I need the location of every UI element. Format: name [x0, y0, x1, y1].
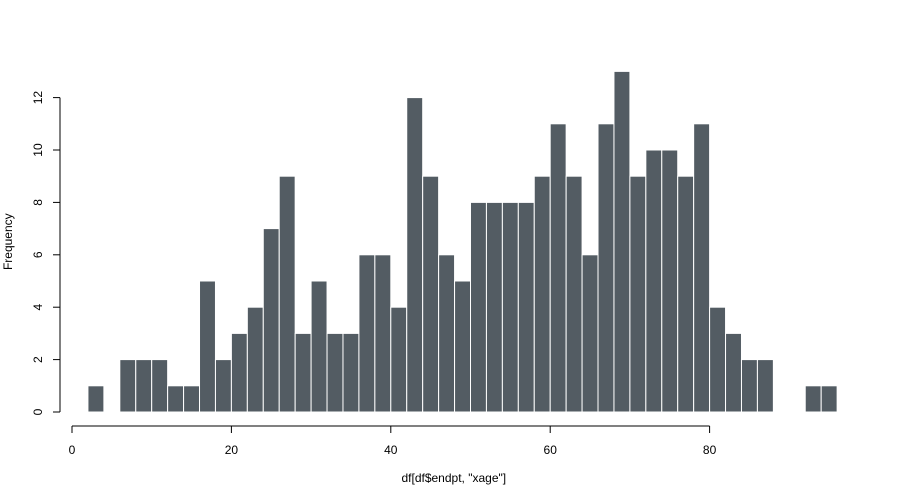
- histogram-bar: [693, 123, 711, 413]
- histogram-bar: [629, 175, 647, 413]
- histogram-bar: [581, 254, 599, 413]
- histogram-bar: [326, 332, 344, 413]
- x-tick-label: 0: [69, 443, 76, 457]
- y-axis-title: Frequency: [1, 213, 15, 270]
- histogram-bar: [167, 385, 185, 413]
- x-tick-label: 80: [703, 443, 717, 457]
- histogram-bar: [533, 175, 551, 413]
- histogram-bar: [725, 332, 742, 413]
- x-tick-label: 40: [384, 443, 398, 457]
- histogram-bar: [342, 332, 360, 413]
- y-tick-label: 12: [31, 91, 45, 105]
- histogram-bar: [740, 359, 758, 413]
- y-tick-label: 2: [31, 356, 45, 363]
- histogram-bar: [422, 175, 440, 413]
- histogram-bar: [661, 149, 679, 413]
- histogram-bar: [501, 201, 519, 413]
- y-tick-label: 4: [31, 304, 45, 311]
- histogram-bar: [645, 149, 663, 413]
- histogram-bar: [756, 359, 774, 413]
- histogram-bar: [87, 385, 105, 413]
- histogram-bar: [199, 280, 216, 413]
- x-tick-label: 20: [225, 443, 239, 457]
- histogram-bar: [262, 228, 280, 413]
- histogram-bar: [677, 175, 695, 413]
- y-tick-label: 10: [31, 143, 45, 157]
- histogram-bar: [310, 280, 328, 413]
- y-tick-label: 8: [31, 199, 45, 206]
- histogram-bar: [135, 359, 153, 413]
- histogram-bar: [517, 201, 535, 413]
- histogram-bar: [804, 385, 822, 413]
- histogram-bar: [119, 359, 137, 413]
- histogram-bar: [438, 254, 456, 413]
- histogram-bar: [709, 306, 727, 413]
- histogram-bar: [565, 175, 583, 413]
- histogram-bar: [485, 201, 503, 413]
- histogram-bar: [358, 254, 376, 413]
- histogram-bar: [406, 97, 424, 413]
- histogram-bar: [183, 385, 201, 413]
- x-tick-label: 60: [544, 443, 558, 457]
- bars-group: [87, 70, 838, 413]
- x-axis: 0 20 40 60 80: [69, 425, 717, 457]
- histogram-bar: [374, 254, 392, 413]
- histogram-bar: [390, 306, 408, 413]
- histogram-bar: [230, 332, 248, 413]
- histogram-bar: [597, 123, 615, 413]
- histogram-bar: [151, 359, 169, 413]
- x-axis-title: df[df$endpt, "xage"]: [401, 471, 506, 485]
- histogram-bar: [820, 385, 838, 413]
- histogram-bar: [549, 123, 567, 413]
- y-axis: 0 2 4 6 8 10 12: [31, 91, 61, 415]
- histogram-bar: [613, 70, 631, 413]
- y-tick-label: 0: [31, 408, 45, 415]
- histogram-bar: [470, 201, 487, 413]
- histogram-bar: [294, 332, 312, 413]
- histogram-bar: [454, 280, 471, 413]
- histogram-bar: [246, 306, 264, 413]
- histogram-bar: [278, 175, 296, 413]
- histogram-bar: [214, 359, 232, 413]
- y-tick-label: 6: [31, 251, 45, 258]
